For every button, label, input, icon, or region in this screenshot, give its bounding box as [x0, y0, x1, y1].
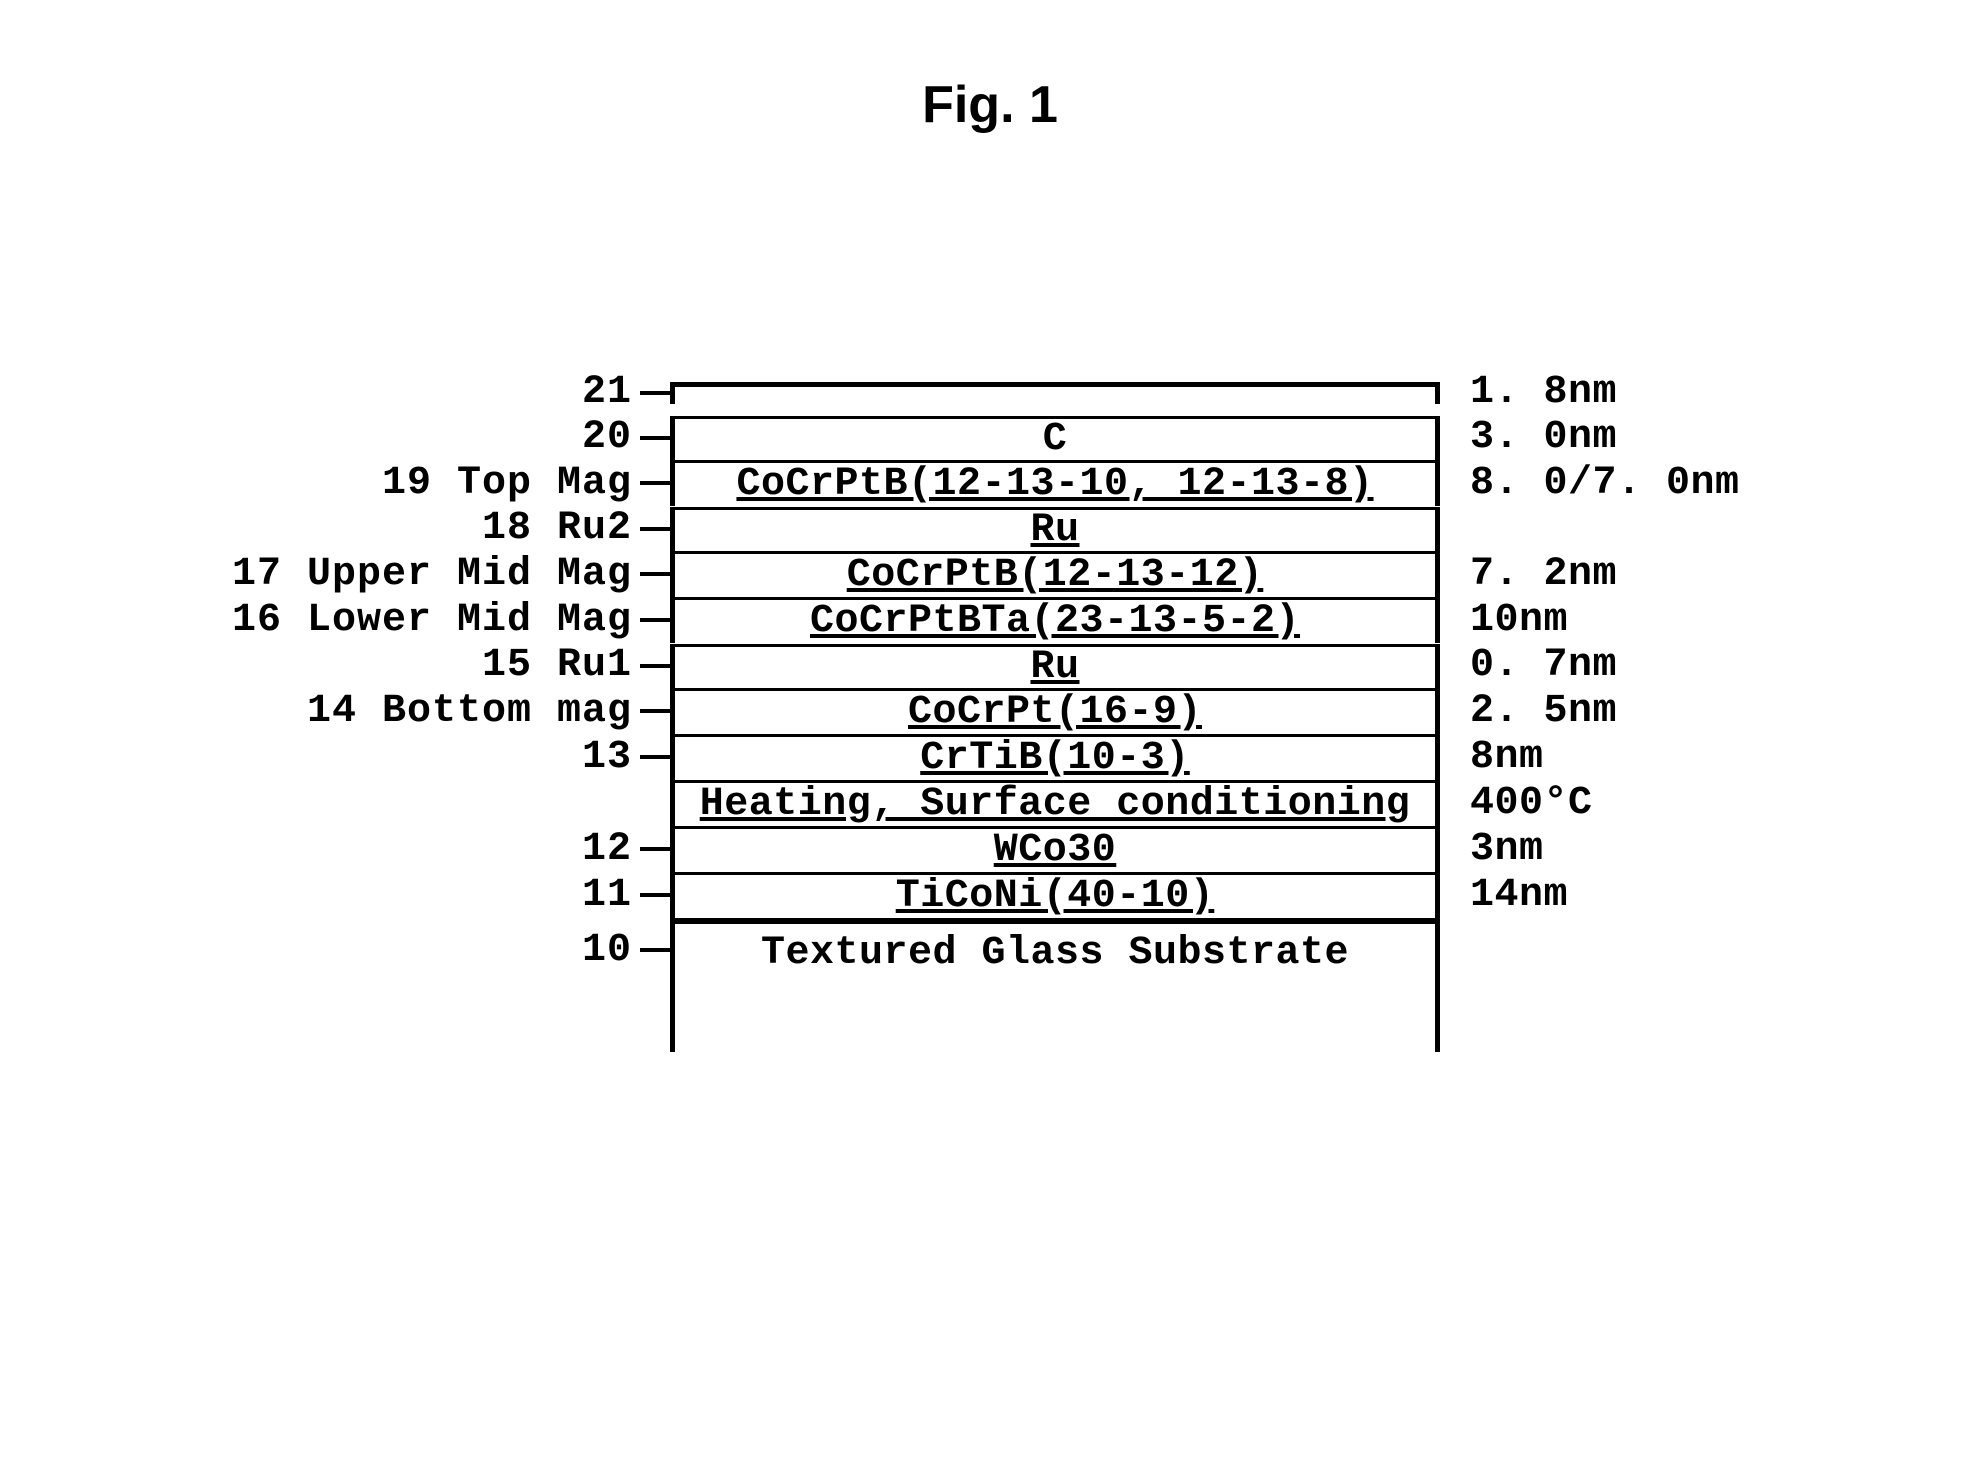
leader-tick [640, 755, 670, 759]
layer-label-12: 12 [140, 827, 640, 872]
layer-box-17: CoCrPtB(12-13-12) [670, 551, 1440, 597]
layer-row-21: 21 1. 8nm [140, 370, 1720, 415]
layer-box-14: CoCrPt(16-9) [670, 688, 1440, 734]
layer-box-16: CoCrPtBTa(23-13-5-2) [670, 597, 1440, 643]
layer-content-20: C [1043, 417, 1068, 462]
layer-content-16: CoCrPtBTa(23-13-5-2) [810, 599, 1300, 644]
layer-content-15: Ru [1030, 645, 1079, 690]
layer-row-19: 19 Top Mag CoCrPtB(12-13-10, 12-13-8) 8. 0… [140, 460, 1720, 506]
layer-label-13: 13 [140, 735, 640, 780]
layer-box-18: Ru [670, 507, 1440, 551]
leader-tick [640, 847, 670, 851]
layer-label-15: 15 Ru1 [140, 643, 640, 688]
leader-tick [640, 481, 670, 485]
layer-label-14: 14 Bottom mag [140, 689, 640, 734]
layer-label-11: 11 [140, 873, 640, 918]
layer-thickness-21: 1. 8nm [1440, 370, 1720, 415]
leader-tick [640, 436, 670, 440]
layer-row-10: 10 Textured Glass Substrate [140, 918, 1720, 982]
layer-row-17: 17 Upper Mid Mag CoCrPtB(12-13-12) 7. 2nm [140, 551, 1720, 597]
layer-stack-diagram: 21 1. 8nm 20 C 3. 0nm 19 Top Mag CoCrPtB(12-13… [140, 370, 1720, 1052]
layer-row-15: 15 Ru1 Ru 0. 7nm [140, 643, 1720, 688]
layer-box-heat: Heating, Surface conditioning [670, 780, 1440, 826]
layer-thickness-15: 0. 7nm [1440, 643, 1720, 688]
layer-thickness-20: 3. 0nm [1440, 415, 1720, 460]
layer-box-10: Textured Glass Substrate [670, 918, 1440, 982]
leader-tick [640, 709, 670, 713]
layer-label-16: 16 Lower Mid Mag [140, 598, 640, 643]
layer-box-15: Ru [670, 644, 1440, 688]
layer-content-12: WCo30 [994, 828, 1117, 873]
layer-row-20: 20 C 3. 0nm [140, 415, 1720, 460]
layer-thickness-heat: 400°C [1440, 781, 1720, 826]
layer-box-20: C [670, 416, 1440, 460]
layer-label-17: 17 Upper Mid Mag [140, 552, 640, 597]
substrate-open-bottom [670, 982, 1720, 1052]
layer-thickness-11: 14nm [1440, 873, 1720, 918]
layer-thickness-12: 3nm [1440, 827, 1720, 872]
layer-row-14: 14 Bottom mag CoCrPt(16-9) 2. 5nm [140, 688, 1720, 734]
layer-label-20: 20 [140, 415, 640, 460]
layer-box-19: CoCrPtB(12-13-10, 12-13-8) [670, 460, 1440, 506]
layer-row-13: 13 CrTiB(10-3) 8nm [140, 734, 1720, 780]
layer-thickness-13: 8nm [1440, 735, 1720, 780]
leader-tick [640, 527, 670, 531]
layer-thickness-14: 2. 5nm [1440, 689, 1720, 734]
leader-tick [640, 664, 670, 668]
layer-box-13: CrTiB(10-3) [670, 734, 1440, 780]
layer-content-17: CoCrPtB(12-13-12) [847, 553, 1264, 598]
leader-tick [640, 618, 670, 622]
layer-content-19: CoCrPtB(12-13-10, 12-13-8) [736, 462, 1373, 507]
layer-label-18: 18 Ru2 [140, 506, 640, 551]
layer-content-heat: Heating, Surface conditioning [700, 782, 1411, 827]
layer-label-10: 10 [140, 928, 640, 973]
layer-content-11: TiCoNi(40-10) [896, 874, 1215, 919]
layer-content-13: CrTiB(10-3) [920, 736, 1190, 781]
layer-content-10: Textured Glass Substrate [761, 931, 1349, 976]
layer-label-21: 21 [140, 370, 640, 415]
layer-box-12: WCo30 [670, 826, 1440, 872]
layer-thickness-17: 7. 2nm [1440, 552, 1720, 597]
layer-row-18: 18 Ru2 Ru [140, 506, 1720, 551]
layer-row-16: 16 Lower Mid Mag CoCrPtBTa(23-13-5-2) 10nm [140, 597, 1720, 643]
layer-thickness-19: 8. 0/7. 0nm [1440, 461, 1720, 506]
layer-content-14: CoCrPt(16-9) [908, 690, 1202, 735]
layer-row-12: 12 WCo30 3nm [140, 826, 1720, 872]
layer-label-19: 19 Top Mag [140, 461, 640, 506]
layer-box-21 [670, 382, 1440, 404]
layer-row-11: 11 TiCoNi(40-10) 14nm [140, 872, 1720, 918]
layer-box-11: TiCoNi(40-10) [670, 872, 1440, 918]
layer-content-18: Ru [1030, 508, 1079, 553]
leader-tick [640, 391, 670, 395]
layer-row-heat: Heating, Surface conditioning 400°C [140, 780, 1720, 826]
leader-tick [640, 948, 670, 952]
figure-title: Fig. 1 [0, 75, 1980, 135]
leader-tick [640, 572, 670, 576]
leader-tick [640, 893, 670, 897]
layer-thickness-16: 10nm [1440, 598, 1720, 643]
